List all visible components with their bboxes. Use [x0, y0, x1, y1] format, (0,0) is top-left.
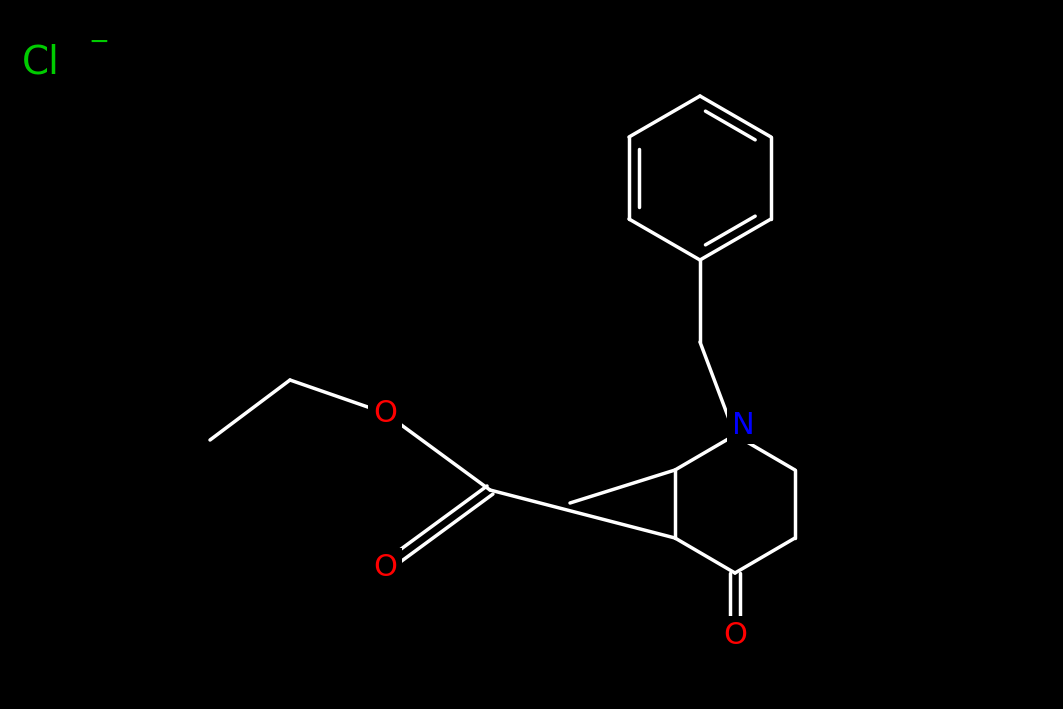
Text: O: O [373, 552, 396, 581]
Text: O: O [373, 398, 396, 428]
Text: O: O [723, 620, 747, 649]
Text: −: − [88, 30, 109, 54]
Text: N: N [731, 411, 755, 440]
Text: Cl: Cl [22, 43, 60, 81]
